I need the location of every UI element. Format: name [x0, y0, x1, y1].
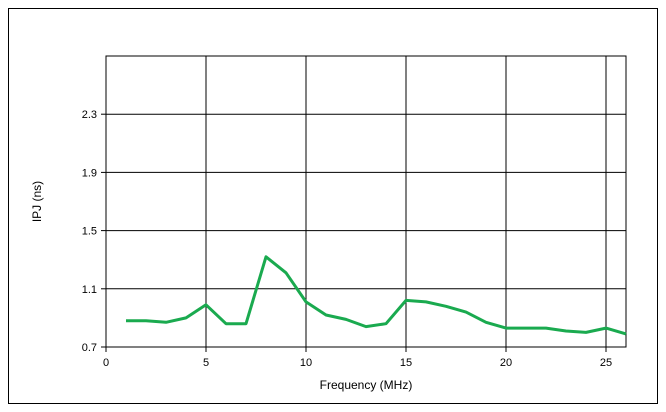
plot-area — [105, 55, 627, 348]
y-tick-label: 0.7 — [82, 342, 97, 354]
chart-frame — [8, 8, 658, 404]
x-tick-label: 5 — [203, 357, 209, 369]
y-tick-label: 1.5 — [82, 226, 97, 238]
y-axis-ticks: 0.7 1.1 1.5 1.9 2.3 — [82, 109, 106, 354]
grid-lines — [105, 56, 626, 348]
y-tick-label: 1.1 — [82, 284, 97, 296]
x-axis-ticks: 0 5 10 15 20 25 — [103, 347, 612, 369]
x-tick-label: 20 — [500, 357, 512, 369]
x-axis-label: Frequency (MHz) — [320, 378, 413, 392]
y-axis-label: IPJ (ns) — [30, 181, 44, 222]
x-tick-label: 10 — [300, 357, 312, 369]
y-tick-label: 2.3 — [82, 109, 97, 121]
x-tick-label: 25 — [600, 357, 612, 369]
x-tick-label: 0 — [103, 357, 109, 369]
x-tick-label: 15 — [400, 357, 412, 369]
series-line — [126, 255, 627, 336]
y-tick-label: 1.9 — [82, 167, 97, 179]
series-layer — [126, 255, 627, 336]
